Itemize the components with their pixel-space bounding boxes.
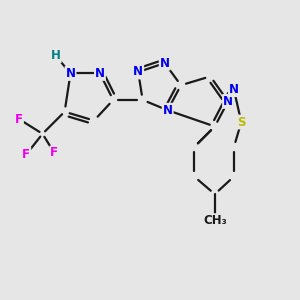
Text: S: S [237,116,245,128]
Text: N: N [95,67,105,80]
Text: F: F [50,146,58,159]
Text: N: N [65,67,76,80]
Text: H: H [51,49,61,62]
Text: CH₃: CH₃ [203,214,227,227]
Text: N: N [133,65,143,79]
Text: N: N [163,104,173,117]
Text: N: N [223,95,233,108]
Text: F: F [22,148,30,161]
Text: N: N [229,83,239,96]
Text: N: N [160,57,170,70]
Text: F: F [15,112,23,126]
